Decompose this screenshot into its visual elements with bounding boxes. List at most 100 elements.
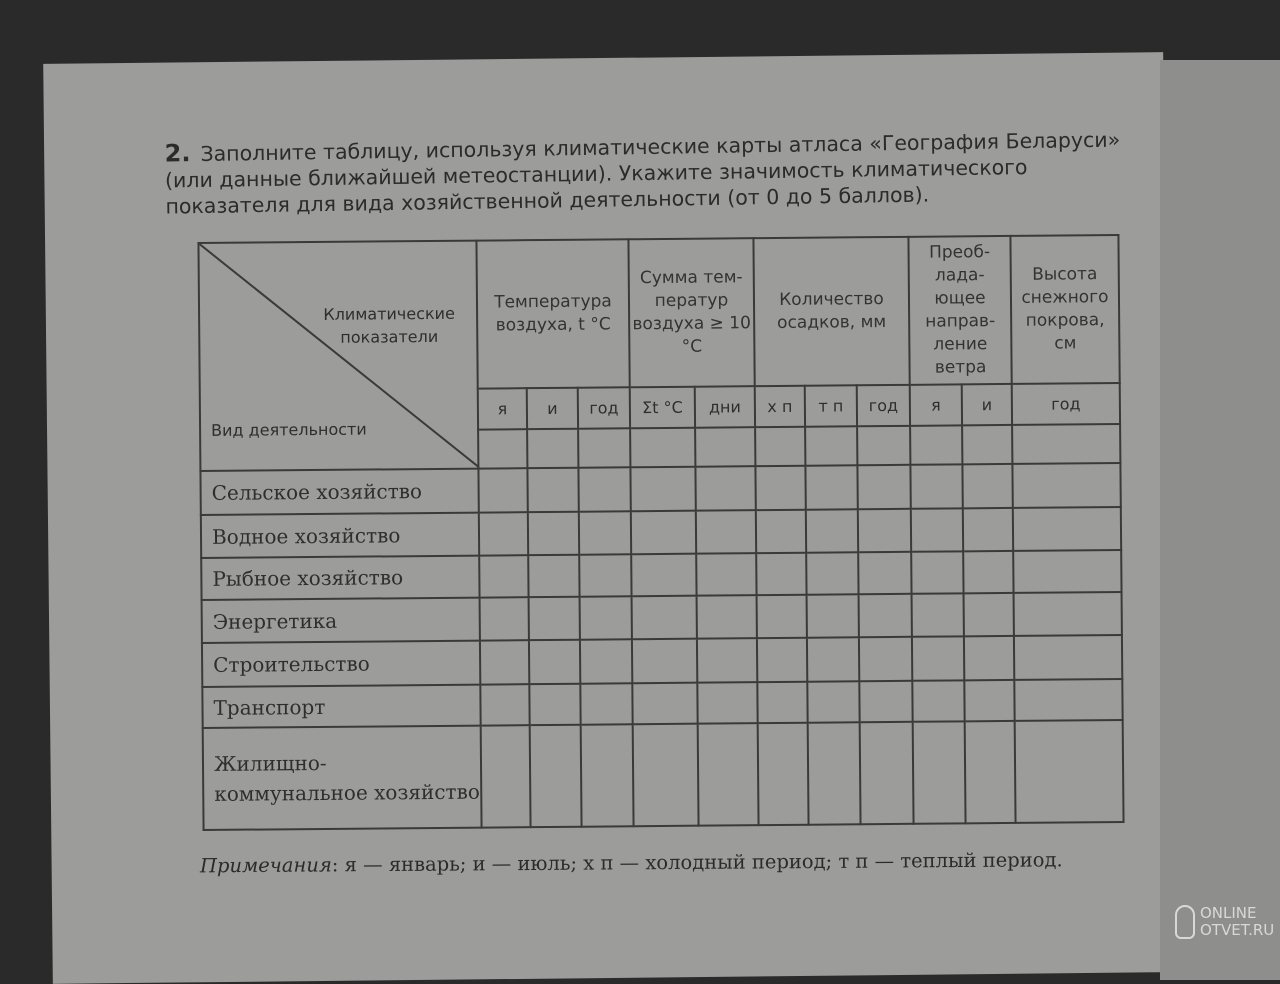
value-cell[interactable] [578,511,632,555]
value-cell[interactable] [755,465,806,511]
value-cell[interactable] [528,639,581,685]
value-cell[interactable] [858,551,912,595]
value-cell[interactable] [756,637,808,683]
value-cell[interactable] [962,424,1013,465]
value-cell[interactable] [857,508,912,553]
value-cell[interactable] [806,637,860,682]
value-cell[interactable] [478,429,528,469]
value-cell[interactable] [1012,506,1122,551]
value-cell[interactable] [1014,678,1123,721]
value-cell[interactable] [580,724,634,827]
value-cell[interactable] [910,464,963,509]
value-cell[interactable] [757,722,809,826]
value-cell[interactable] [696,638,758,683]
value-cell[interactable] [755,426,806,467]
value-cell[interactable] [480,725,531,828]
value-cell[interactable] [695,466,756,511]
value-cell[interactable] [480,684,530,726]
value-cell[interactable] [963,550,1014,594]
value-cell[interactable] [478,512,529,556]
value-cell[interactable] [697,682,758,724]
value-cell[interactable] [1014,719,1124,823]
header-temperature: Температура воздуха, t °C [476,239,630,389]
value-cell[interactable] [756,552,807,596]
subheader: и [526,387,579,430]
value-cell[interactable] [963,635,1015,681]
corner-bottom-label: Вид деятельности [211,419,367,440]
value-cell[interactable] [963,592,1014,637]
value-cell[interactable] [1012,423,1121,464]
value-cell[interactable] [528,554,580,598]
value-cell[interactable] [857,425,911,466]
value-cell[interactable] [1013,591,1122,636]
value-cell[interactable] [910,508,964,552]
value-cell[interactable] [479,555,529,598]
subheader: Σt °C [629,386,696,429]
subheader: я [477,388,528,430]
value-cell[interactable] [1013,634,1123,680]
value-cell[interactable] [805,426,858,466]
value-cell[interactable] [580,683,633,725]
value-cell[interactable] [1012,462,1121,508]
value-cell[interactable] [528,596,580,641]
value-cell[interactable] [911,551,964,594]
value-cell[interactable] [579,596,632,640]
facing-page [1160,60,1280,980]
activity-label: Сельское хозяйство [200,468,479,516]
value-cell[interactable] [910,425,963,465]
value-cell[interactable] [912,680,965,722]
value-cell[interactable] [527,428,579,469]
value-cell[interactable] [527,467,579,513]
value-cell[interactable] [859,680,913,723]
value-cell[interactable] [478,468,528,513]
value-cell[interactable] [630,510,697,555]
value-cell[interactable] [630,466,696,512]
value-cell[interactable] [757,681,808,724]
value-cell[interactable] [857,464,911,510]
value-cell[interactable] [858,636,913,682]
value-cell[interactable] [630,427,696,468]
value-cell[interactable] [911,593,964,637]
value-cell[interactable] [964,720,1016,824]
value-cell[interactable] [529,683,581,726]
value-cell[interactable] [911,636,965,681]
value-cell[interactable] [858,593,912,638]
value-cell[interactable] [529,724,582,828]
value-cell[interactable] [1013,549,1122,593]
value-cell[interactable] [527,511,580,556]
value-cell[interactable] [696,595,757,639]
value-cell[interactable] [756,594,807,639]
value-cell[interactable] [696,553,757,596]
value-cell[interactable] [807,722,861,825]
task-text: Заполните таблицу, используя климатическ… [164,127,1121,219]
value-cell[interactable] [578,428,631,468]
value-cell[interactable] [697,723,759,826]
value-cell[interactable] [695,427,756,467]
value-cell[interactable] [632,723,699,827]
value-cell[interactable] [632,682,698,725]
value-cell[interactable] [755,509,807,554]
value-cell[interactable] [964,679,1015,722]
value-cell[interactable] [631,638,698,684]
value-cell[interactable] [805,465,858,510]
value-cell[interactable] [962,463,1013,509]
value-cell[interactable] [578,467,631,512]
value-cell[interactable] [805,509,859,553]
value-cell[interactable] [912,721,966,824]
value-cell[interactable] [631,595,697,640]
footnote-text: : я — январь; и — июль; х п — холодный п… [331,848,1063,877]
value-cell[interactable] [806,552,859,595]
value-cell[interactable] [579,554,632,597]
watermark: ONLINE OTVET.RU [1175,905,1274,939]
value-cell[interactable] [579,639,633,684]
value-cell[interactable] [806,594,859,638]
value-cell[interactable] [962,507,1014,552]
value-cell[interactable] [479,597,529,641]
value-cell[interactable] [479,640,530,685]
activity-label: Энергетика [201,597,480,644]
value-cell[interactable] [631,553,697,597]
activity-label: Рыбное хозяйство [201,555,480,601]
value-cell[interactable] [807,681,860,723]
value-cell[interactable] [859,721,914,825]
value-cell[interactable] [695,510,757,554]
